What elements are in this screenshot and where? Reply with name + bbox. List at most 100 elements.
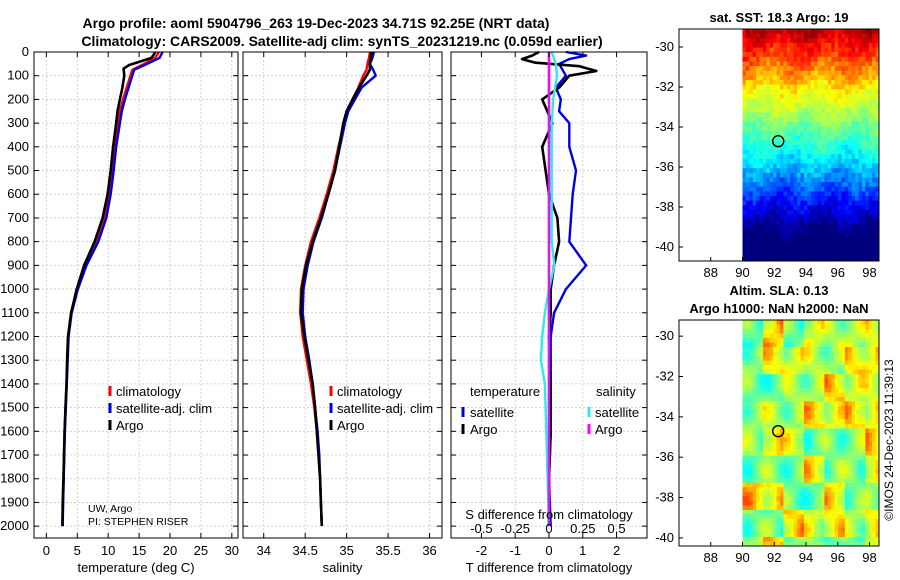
sst_map-cell — [752, 242, 757, 248]
sst_map-cell — [868, 126, 873, 132]
sst_map-cell — [783, 200, 788, 206]
sst_map-cell — [776, 135, 781, 141]
sst_map-cell — [756, 42, 760, 48]
sst_map-cell — [803, 107, 808, 113]
sst_map-cell — [742, 84, 747, 90]
sst_map-cell — [756, 75, 760, 81]
sst_map-cell — [834, 247, 839, 253]
sst_map-cell — [868, 89, 873, 95]
sla_map-cell — [855, 419, 859, 425]
sst_map-cell — [820, 196, 825, 202]
sla_map-cell — [872, 478, 876, 484]
sst_map-cell — [838, 251, 842, 257]
sla_map-cell — [749, 464, 754, 470]
sst_map-cell — [766, 182, 771, 188]
sla_map-cell — [848, 518, 853, 524]
sla_map-cell — [759, 460, 764, 466]
sla_map-cell — [858, 320, 863, 325]
sst_map-cell — [810, 158, 815, 164]
sst_map-cell — [762, 80, 767, 86]
sst_map-cell — [756, 205, 760, 211]
sla_map-cell — [790, 351, 795, 357]
sla_map-cell — [838, 442, 842, 447]
sst_map-cell — [793, 98, 798, 104]
sla_map-cell — [786, 414, 791, 420]
sst_map-cell — [872, 42, 876, 48]
sla_map-cell — [752, 500, 757, 506]
sla_map-cell — [824, 369, 829, 375]
sst_map-cell — [820, 84, 825, 90]
sla_map-cell — [851, 509, 856, 515]
sst_map-cell — [807, 214, 812, 220]
sla_map-cell — [868, 527, 873, 533]
sla_map-cell — [868, 338, 873, 343]
sla_map-cell — [814, 451, 818, 456]
sla_map-cell — [742, 320, 747, 325]
sst_map-cell — [790, 89, 795, 95]
sla_map-cell — [817, 428, 822, 434]
sst_map-cell — [769, 89, 774, 95]
sla_map-cell — [769, 464, 774, 470]
sst_map-cell — [807, 228, 812, 234]
sst_map-cell — [810, 256, 815, 262]
sst_map-cell — [814, 93, 818, 99]
sla_map-cell — [803, 442, 808, 447]
sst_map-cell — [834, 209, 839, 215]
sla_map-cell — [786, 514, 791, 520]
sst_map-cell — [841, 47, 846, 53]
sst_map-cell — [865, 237, 870, 243]
sla_map-cell — [745, 487, 750, 493]
sst_map-cell — [858, 121, 863, 127]
sla_map-cell — [827, 491, 832, 497]
sla_map-cell — [851, 351, 856, 357]
sla_map-cell — [838, 491, 842, 497]
sst_map-cell — [797, 121, 801, 127]
sst_map-cell — [851, 56, 856, 62]
sst_map-cell — [752, 209, 757, 215]
sla_map-cell — [776, 401, 781, 407]
sla_map-cell — [797, 541, 801, 547]
sla_map-cell — [831, 482, 836, 488]
sla_map-cell — [780, 509, 784, 515]
sst_map-cell — [756, 131, 760, 137]
sst_map-cell — [875, 89, 880, 95]
sst_map-cell — [817, 145, 822, 151]
sst_map-cell — [793, 242, 798, 248]
sst_map-cell — [814, 168, 818, 174]
sla_map-cell — [834, 428, 839, 434]
sst_map-cell — [776, 107, 781, 113]
sst_map-cell — [800, 191, 805, 197]
sst_map-cell — [752, 233, 757, 239]
sst_map-cell — [742, 172, 747, 178]
sst_map-cell — [793, 121, 798, 127]
sst_map-cell — [759, 154, 764, 160]
sst_map-cell — [834, 112, 839, 118]
sla_map-cell — [827, 351, 832, 357]
sst_map-cell — [766, 158, 771, 164]
sla_map-cell — [797, 464, 801, 470]
sla_map-cell — [790, 464, 795, 470]
sla_map-cell — [762, 369, 767, 375]
sla_map-cell — [872, 414, 876, 420]
sst_map-cell — [786, 56, 791, 62]
sla_map-cell — [756, 365, 760, 371]
sla_map-cell — [786, 437, 791, 443]
depth-tick-label: 1200 — [0, 328, 29, 343]
sst_map-cell — [797, 117, 801, 123]
sla_map-cell — [844, 527, 849, 533]
sla_map-cell — [855, 496, 859, 502]
sla_map-cell — [759, 505, 764, 511]
sst_map-cell — [800, 182, 805, 188]
sla_map-cell — [759, 433, 764, 438]
sla_map-cell — [810, 496, 815, 502]
sst_map-cell — [752, 103, 757, 109]
sst_map-cell — [807, 237, 812, 243]
sla_map-cell — [810, 469, 815, 475]
sla_map-cell — [865, 383, 870, 389]
sla_map-cell — [872, 491, 876, 497]
sst_map-cell — [797, 191, 801, 197]
sst_map-cell — [848, 70, 853, 76]
sst_map-cell — [875, 112, 880, 118]
sst_map-cell — [783, 140, 788, 146]
sst_map-cell — [838, 228, 842, 234]
